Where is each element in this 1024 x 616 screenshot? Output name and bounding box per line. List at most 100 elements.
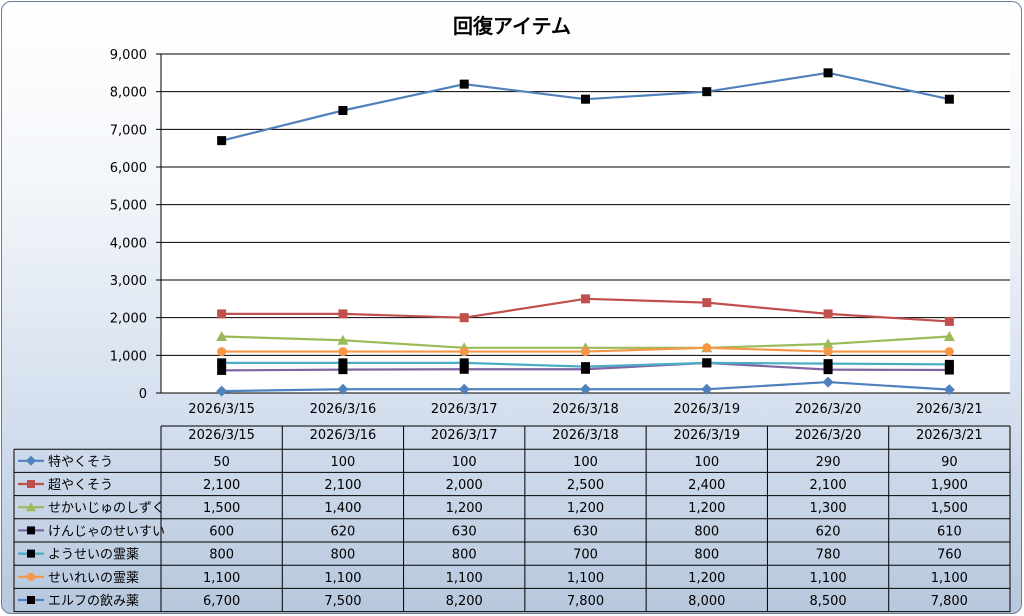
table-value-cell: 1,100 — [203, 571, 240, 586]
table-value-cell: 100 — [573, 455, 598, 470]
data-point — [823, 68, 833, 78]
table-value-cell: 100 — [331, 455, 356, 470]
table-value-cell: 7,800 — [931, 594, 968, 609]
data-point — [338, 309, 348, 319]
legend-key-marker — [27, 549, 35, 558]
table-value-cell: 6,700 — [203, 594, 240, 609]
data-point — [458, 383, 470, 395]
plot-area — [161, 54, 1010, 393]
legend-label: 超やくそう — [48, 478, 113, 493]
data-point — [944, 359, 954, 369]
table-value-cell: 800 — [694, 524, 719, 539]
y-tick-label: 7,000 — [110, 123, 147, 138]
legend-label: ようせいの霊薬 — [48, 548, 139, 563]
y-tick-label: 6,000 — [110, 161, 147, 176]
data-point — [217, 365, 227, 375]
legend-label: 特やくそう — [48, 455, 113, 470]
y-tick-label: 4,000 — [110, 236, 147, 251]
data-point — [217, 309, 227, 319]
data-point — [338, 358, 348, 368]
legend-key-marker — [27, 572, 35, 581]
table-value-cell: 1,100 — [446, 571, 483, 586]
data-point — [822, 376, 834, 388]
data-point — [581, 294, 590, 304]
x-tick-label: 2026/3/18 — [552, 402, 619, 417]
table-value-cell: 2,400 — [688, 478, 725, 493]
data-point — [944, 347, 954, 357]
table-value-cell: 780 — [816, 548, 841, 563]
table-value-cell: 1,100 — [567, 571, 604, 586]
y-tick-label: 3,000 — [110, 274, 147, 289]
legend-key-marker — [27, 480, 35, 488]
table-value-cell: 2,100 — [203, 478, 240, 493]
table-value-cell: 1,200 — [446, 501, 483, 516]
table-value-cell: 610 — [937, 524, 962, 539]
table-value-cell: 2,100 — [324, 478, 361, 493]
data-point — [702, 87, 712, 97]
table-value-cell: 1,300 — [809, 501, 846, 516]
legend-key-marker — [26, 502, 36, 512]
x-tick-label: 2026/3/21 — [916, 402, 983, 417]
data-point — [581, 94, 590, 104]
data-point — [580, 383, 591, 395]
legend-key-marker — [27, 596, 35, 604]
table-value-cell: 1,100 — [809, 571, 846, 586]
data-point — [217, 136, 227, 146]
legend-label: せいれいの霊薬 — [48, 571, 139, 586]
table-value-cell: 100 — [452, 455, 477, 470]
table-value-cell: 1,200 — [688, 501, 725, 516]
data-point — [459, 347, 469, 357]
table-value-cell: 1,400 — [324, 501, 361, 516]
table-value-cell: 800 — [452, 548, 477, 563]
legend-key-marker — [26, 455, 36, 466]
table-value-cell: 600 — [209, 524, 234, 539]
data-point — [216, 331, 228, 341]
table-header-cell: 2026/3/21 — [916, 428, 983, 443]
data-point — [581, 347, 590, 357]
table-value-cell: 290 — [816, 455, 841, 470]
table-value-cell: 1,200 — [567, 501, 604, 516]
x-tick-label: 2026/3/17 — [431, 402, 498, 417]
data-point — [701, 383, 713, 395]
data-point — [822, 338, 834, 349]
legend-key-marker — [27, 526, 35, 535]
table-value-cell: 630 — [452, 524, 477, 539]
data-point — [943, 384, 955, 396]
y-tick-label: 2,000 — [110, 312, 147, 327]
table-value-cell: 1,500 — [931, 501, 968, 516]
data-point — [337, 334, 349, 345]
chart-title: 回復アイテム — [453, 14, 571, 38]
data-point — [459, 313, 469, 323]
table-value-cell: 760 — [937, 548, 962, 563]
legend-label: せかいじゅのしずく — [48, 501, 165, 516]
x-tick-label: 2026/3/20 — [795, 402, 862, 417]
x-tick-label: 2026/3/15 — [188, 402, 255, 417]
y-tick-label: 8,000 — [110, 86, 147, 101]
data-point — [823, 309, 833, 319]
table-header-cell: 2026/3/18 — [552, 428, 619, 443]
table-value-cell: 7,500 — [324, 594, 361, 609]
table-value-cell: 50 — [213, 455, 230, 470]
table-value-cell: 800 — [331, 548, 356, 563]
table-value-cell: 90 — [941, 455, 958, 470]
data-point — [702, 343, 712, 353]
data-point — [702, 358, 712, 368]
data-point — [581, 362, 590, 372]
table-header-cell: 2026/3/20 — [795, 428, 862, 443]
legend-label: エルフの飲み薬 — [48, 593, 139, 609]
data-point — [216, 385, 228, 397]
table-header-cell: 2026/3/16 — [310, 428, 377, 443]
data-point — [943, 331, 955, 341]
x-tick-label: 2026/3/19 — [673, 402, 740, 417]
table-header-cell: 2026/3/19 — [673, 428, 740, 443]
table-value-cell: 1,100 — [931, 571, 968, 586]
legend-label: けんじゃのせいすい — [48, 524, 165, 539]
table-value-cell: 620 — [331, 524, 356, 539]
table-value-cell: 8,500 — [809, 594, 846, 609]
data-point — [702, 298, 712, 308]
table-value-cell: 7,800 — [567, 594, 604, 609]
table-value-cell: 620 — [816, 524, 841, 539]
table-value-cell: 1,100 — [324, 571, 361, 586]
y-tick-label: 5,000 — [110, 199, 147, 214]
